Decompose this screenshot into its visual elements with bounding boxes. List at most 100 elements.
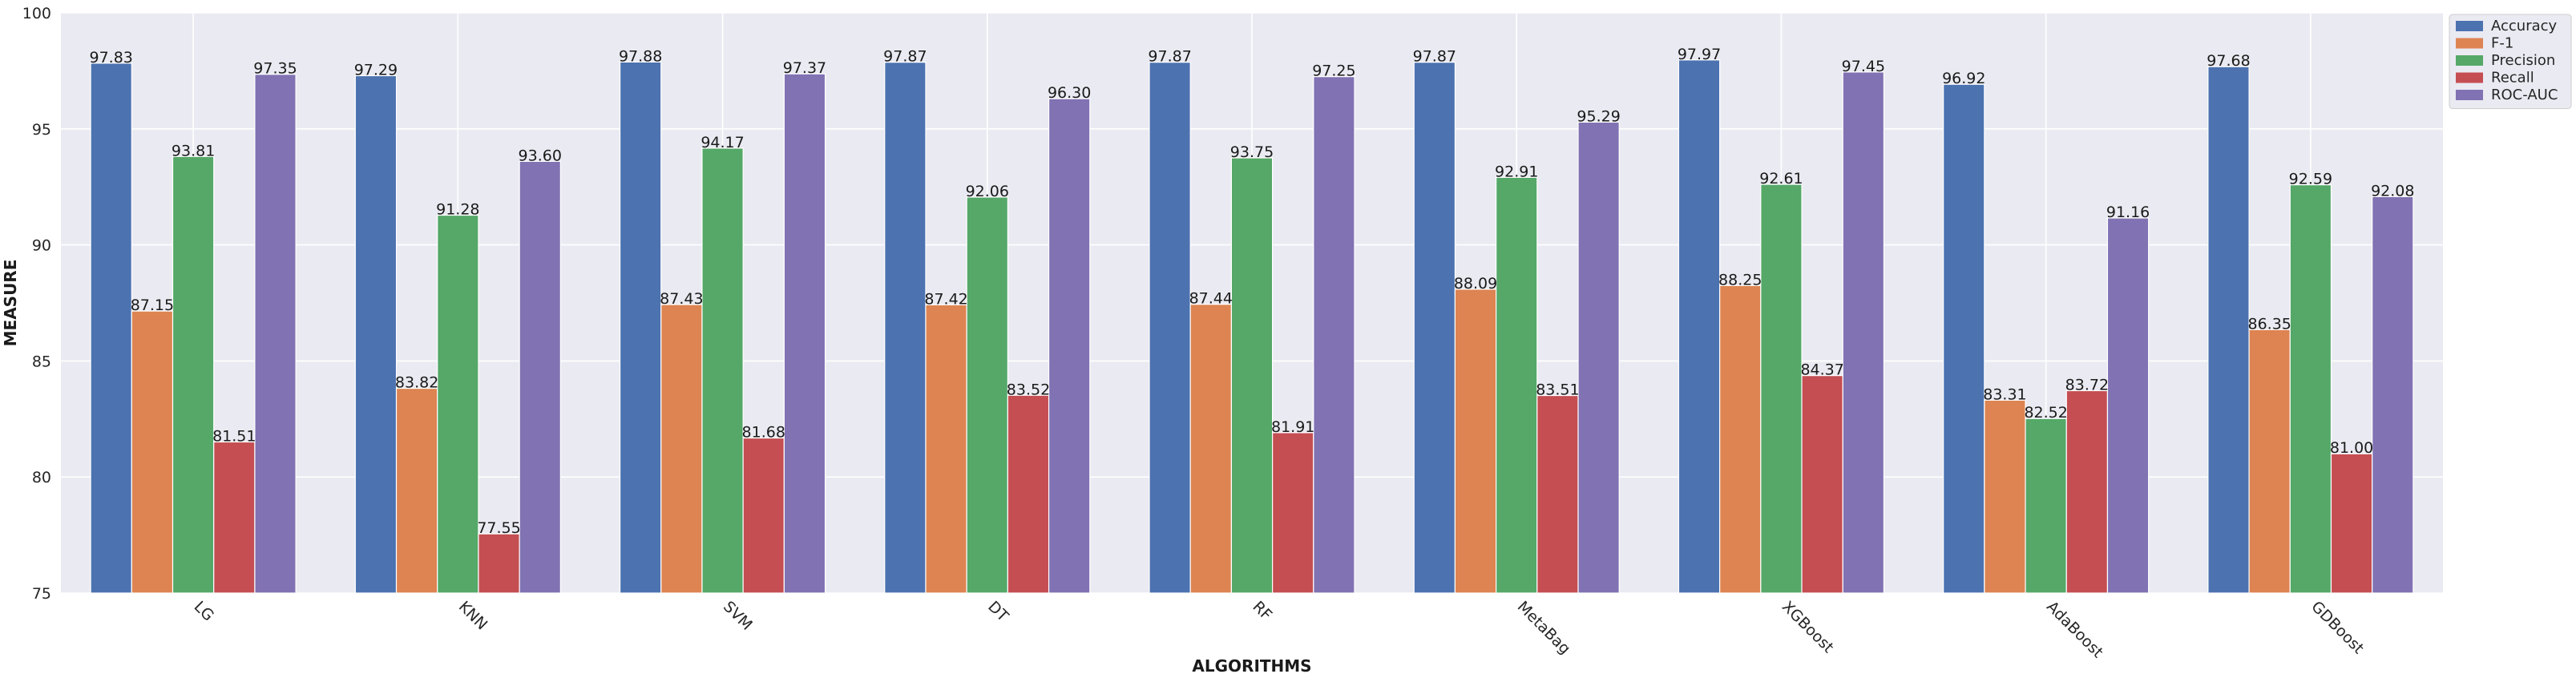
bar-value-label: 87.42 <box>924 290 967 308</box>
bar-f-1-adaboost <box>1984 399 2026 594</box>
y-tick-label: 90 <box>32 237 51 255</box>
bar-precision-gdboost <box>2289 184 2332 594</box>
bar-precision-rf <box>1230 157 1274 594</box>
bar-value-label: 83.52 <box>1007 381 1050 398</box>
bar-f-1-gdboost <box>2248 329 2291 594</box>
bar-value-labels: 97.83 97.29 97.88 97.87 97.87 97.87 97.97 96.92… <box>90 46 2415 537</box>
bar-recall-rf <box>1271 432 1314 594</box>
bar-value-label: 81.51 <box>212 427 256 445</box>
bar-roc-auc-svm <box>783 73 826 594</box>
bar-value-label: 93.75 <box>1230 143 1274 161</box>
bar-accuracy-adaboost <box>1943 83 1985 594</box>
y-tick-label: 100 <box>22 5 51 22</box>
y-axis-title: MEASURE <box>1 260 20 347</box>
x-tick-label: XGBoost <box>1779 598 1837 656</box>
bar-value-label: 88.25 <box>1718 271 1762 289</box>
bar-roc-auc-dt <box>1048 98 1091 594</box>
bar-value-label: 93.60 <box>519 147 562 164</box>
bar-recall-metabag <box>1536 394 1579 594</box>
bar-f-1-metabag <box>1454 289 1497 594</box>
bar-value-label: 81.00 <box>2330 439 2373 457</box>
legend-swatch <box>2456 38 2483 49</box>
bar-value-label: 91.28 <box>436 201 479 219</box>
bar-value-label: 92.06 <box>966 183 1009 200</box>
bar-value-label: 82.52 <box>2024 404 2067 422</box>
bar-value-label: 92.59 <box>2289 171 2332 188</box>
bar-value-label: 97.87 <box>1148 48 1191 66</box>
bar-accuracy-gdboost <box>2207 66 2250 594</box>
legend-entry-label: Precision <box>2491 52 2555 69</box>
x-tick-label: AdaBoost <box>2043 598 2106 661</box>
bar-value-label: 83.82 <box>395 374 438 392</box>
legend-swatch <box>2456 55 2483 66</box>
bar-accuracy-xgboost <box>1678 59 1721 594</box>
bar-value-label: 83.51 <box>1536 381 1579 399</box>
bar-recall-adaboost <box>2065 389 2109 594</box>
bar-roc-auc-metabag <box>1577 121 1620 594</box>
bar-precision-adaboost <box>2025 418 2067 594</box>
bar-precision-lg <box>172 155 215 594</box>
bar-roc-auc-rf <box>1313 76 1355 594</box>
bar-accuracy-rf <box>1149 62 1191 594</box>
bar-value-label: 97.45 <box>1842 58 1885 75</box>
legend-entry-label: Recall <box>2491 70 2534 87</box>
bar-value-label: 92.61 <box>1759 170 1803 188</box>
bar-value-label: 87.15 <box>131 297 174 314</box>
bar-accuracy-dt <box>884 62 927 594</box>
y-tick-label: 95 <box>32 121 51 139</box>
bar-recall-gdboost <box>2330 453 2373 594</box>
x-tick-label: SVM <box>720 598 756 634</box>
x-tick-label: KNN <box>455 598 491 633</box>
bar-value-label: 97.87 <box>1413 48 1456 66</box>
bar-value-label: 97.35 <box>253 60 297 78</box>
y-tick-label: 85 <box>32 353 51 370</box>
y-tick-label: 80 <box>32 469 51 486</box>
bar-value-label: 97.68 <box>2207 52 2250 70</box>
bar-recall-knn <box>478 533 520 594</box>
bar-roc-auc-xgboost <box>1842 71 1885 594</box>
y-axis: 75 80 85 90 95 100 <box>22 5 51 603</box>
x-tick-label: RF <box>1249 598 1275 624</box>
bar-value-label: 92.91 <box>1495 163 1538 180</box>
legend-entry-label: Accuracy <box>2491 18 2558 34</box>
bar-value-label: 87.44 <box>1189 290 1233 308</box>
legend-entry-label: ROC-AUC <box>2491 87 2558 103</box>
bar-value-label: 81.68 <box>742 424 785 442</box>
bar-value-label: 81.91 <box>1271 418 1314 436</box>
bar-precision-dt <box>966 196 1008 594</box>
bar-precision-xgboost <box>1760 184 1803 594</box>
bar-precision-svm <box>701 147 744 594</box>
bar-recall-lg <box>213 441 256 594</box>
x-tick-label: DT <box>984 598 1011 625</box>
bar-value-label: 86.35 <box>2247 315 2291 333</box>
legend-swatch <box>2456 90 2483 100</box>
bar-value-label: 97.97 <box>1678 46 1721 63</box>
bar-f-1-lg <box>131 310 174 594</box>
bar-roc-auc-lg <box>254 74 297 594</box>
bar-roc-auc-adaboost <box>2106 217 2150 594</box>
bars <box>90 59 2414 594</box>
legend-swatch <box>2456 21 2483 31</box>
x-axis-title: ALGORITHMS <box>1192 656 1311 676</box>
legend-swatch <box>2456 72 2483 83</box>
bar-value-label: 97.25 <box>1312 63 1355 80</box>
bar-recall-xgboost <box>1801 375 1843 594</box>
bar-value-label: 83.31 <box>1983 385 2026 403</box>
legend-entry-label: F-1 <box>2491 35 2513 52</box>
x-tick-label: GDBoost <box>2307 598 2367 657</box>
bar-value-label: 97.88 <box>619 47 662 65</box>
x-tick-label: MetaBag <box>1514 598 1574 658</box>
bar-value-label: 97.87 <box>883 48 927 66</box>
bar-value-label: 87.43 <box>660 290 703 308</box>
bar-roc-auc-knn <box>519 160 561 594</box>
legend-box <box>2449 14 2572 109</box>
bar-recall-svm <box>742 437 785 594</box>
bar-value-label: 95.29 <box>1577 107 1620 125</box>
x-axis: LG KNN SVM DT RF MetaBag XGBoost AdaBoost GDBoos… <box>191 598 2368 661</box>
bar-precision-knn <box>437 214 479 594</box>
bar-f-1-rf <box>1189 304 1232 594</box>
bar-value-label: 83.72 <box>2065 376 2109 393</box>
y-tick-label: 75 <box>32 585 51 603</box>
